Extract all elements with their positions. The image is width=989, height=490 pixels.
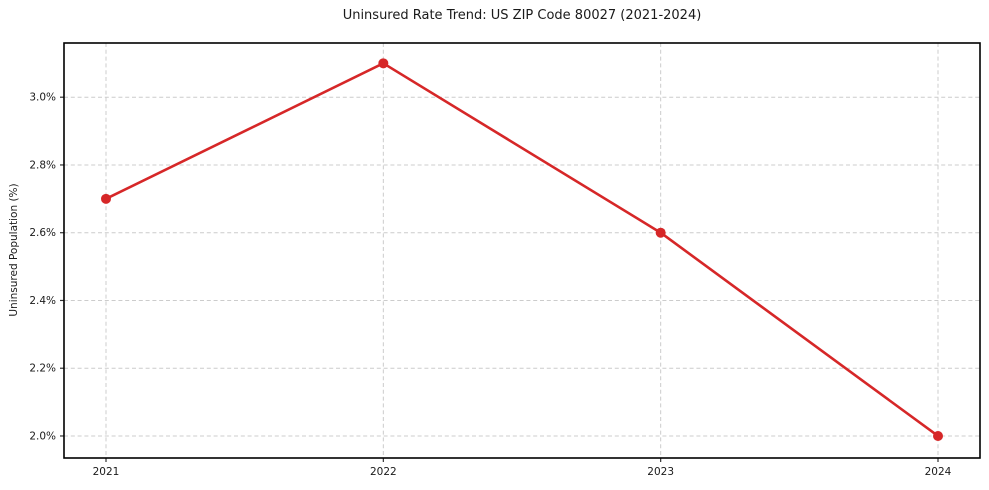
- y-tick-label: 2.0%: [29, 430, 56, 442]
- data-point-marker: [378, 58, 389, 69]
- data-point-marker: [101, 193, 111, 204]
- y-tick-label: 2.8%: [29, 159, 56, 171]
- x-tick-label: 2022: [370, 466, 397, 478]
- y-tick-label: 2.2%: [29, 363, 56, 375]
- chart-title: Uninsured Rate Trend: US ZIP Code 80027 …: [342, 8, 702, 23]
- y-tick-label: 2.6%: [29, 227, 56, 239]
- data-point-marker: [655, 227, 666, 238]
- x-tick-label: 2023: [647, 466, 674, 478]
- y-tick-label: 2.4%: [29, 295, 56, 307]
- y-tick-label: 3.0%: [29, 92, 56, 104]
- x-tick-label: 2021: [93, 466, 120, 478]
- x-tick-label: 2024: [925, 466, 952, 478]
- data-point-marker: [933, 430, 943, 441]
- trend-line: [104, 62, 940, 438]
- plot-border: [63, 42, 981, 459]
